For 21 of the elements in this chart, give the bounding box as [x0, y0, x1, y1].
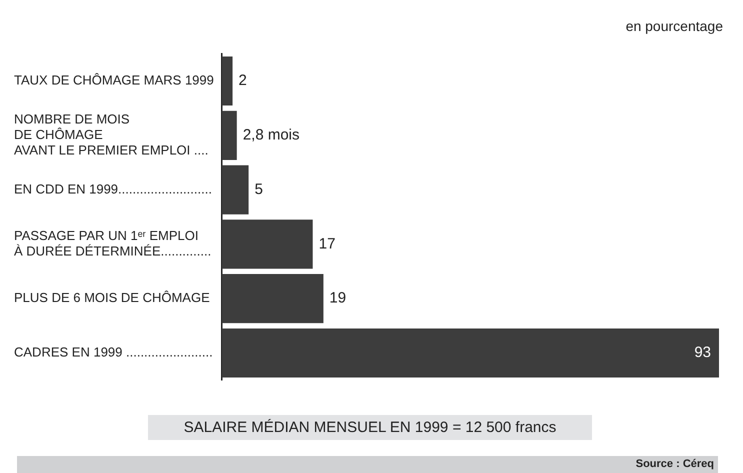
text: en pourcentage — [626, 18, 723, 34]
y-tick-label: PLUS DE 6 MOIS DE CHÔMAGE — [14, 290, 210, 306]
y-tick-label: EN CDD EN 1999.......................... — [14, 181, 212, 196]
data-label: 93 — [694, 344, 711, 362]
text: SALAIRE MÉDIAN MENSUEL EN 1999 = 12 500 francs — [148, 415, 592, 440]
y-tick-label: TAUX DE CHÔMAGE MARS 1999 — [14, 72, 214, 88]
y-tick-label: CADRES EN 1999 ........................ — [14, 344, 213, 360]
data-label: 17 — [318, 235, 336, 252]
data-label: 19 — [329, 290, 346, 307]
bar — [222, 274, 324, 324]
bar — [222, 56, 233, 106]
source-note: Source : Céreq — [17, 456, 718, 473]
bar — [222, 328, 719, 378]
data-label: 5 — [254, 180, 263, 198]
data-label: 2 — [238, 72, 247, 90]
bar — [222, 165, 249, 214]
y-tick-label: PASSAGE PAR UN 1ᵉʳ EMPLOI À DURÉE DÉTERMINÉE.............. — [14, 228, 212, 259]
data-label: 2,8 mois — [242, 126, 300, 144]
y-tick-label: NOMBRE DE MOIS DE CHÔMAGE AVANT LE PREMIER EMPLOI .... — [14, 111, 208, 158]
bar — [222, 110, 237, 160]
bar — [222, 220, 313, 269]
